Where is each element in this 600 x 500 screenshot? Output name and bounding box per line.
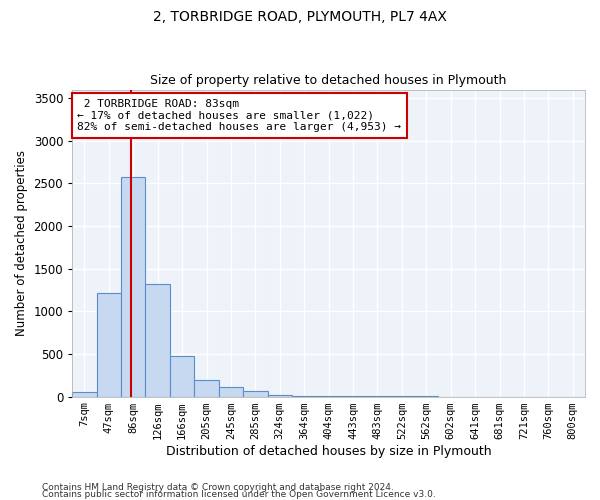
Bar xyxy=(194,380,219,396)
X-axis label: Distribution of detached houses by size in Plymouth: Distribution of detached houses by size … xyxy=(166,444,491,458)
Text: 2 TORBRIDGE ROAD: 83sqm
← 17% of detached houses are smaller (1,022)
82% of semi: 2 TORBRIDGE ROAD: 83sqm ← 17% of detache… xyxy=(77,99,401,132)
Title: Size of property relative to detached houses in Plymouth: Size of property relative to detached ho… xyxy=(151,74,507,87)
Bar xyxy=(121,176,145,396)
Text: 2, TORBRIDGE ROAD, PLYMOUTH, PL7 4AX: 2, TORBRIDGE ROAD, PLYMOUTH, PL7 4AX xyxy=(153,10,447,24)
Text: Contains HM Land Registry data © Crown copyright and database right 2024.: Contains HM Land Registry data © Crown c… xyxy=(42,484,394,492)
Bar xyxy=(219,387,243,396)
Bar xyxy=(72,392,97,396)
Bar xyxy=(145,284,170,397)
Y-axis label: Number of detached properties: Number of detached properties xyxy=(15,150,28,336)
Bar xyxy=(268,395,292,396)
Bar xyxy=(170,356,194,397)
Bar xyxy=(243,392,268,396)
Bar xyxy=(97,292,121,397)
Text: Contains public sector information licensed under the Open Government Licence v3: Contains public sector information licen… xyxy=(42,490,436,499)
